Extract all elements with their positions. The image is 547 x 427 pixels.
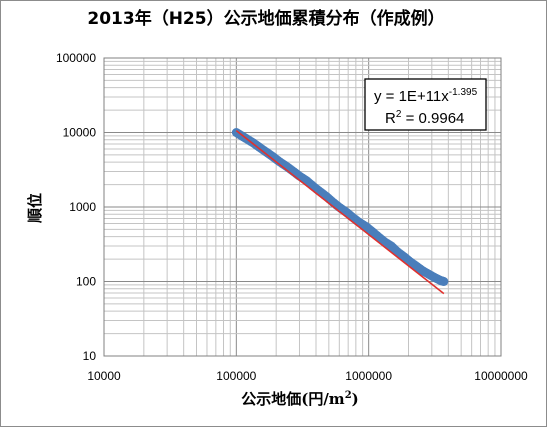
plot-area-border	[103, 57, 502, 357]
tick-labels: 10000 100000 1000000 10000000 10 100 1000 10000…	[56, 51, 528, 383]
x-axis-label-close: )	[352, 390, 359, 408]
x-axis-label: 公示地価(円/m	[241, 390, 345, 408]
chart-title: 2013年（H25）公示地価累積分布（作成例）	[87, 8, 444, 29]
x-axis-label-sup: 2	[345, 390, 352, 401]
trendline-path	[235, 130, 445, 295]
y-tick-label: 10000	[63, 126, 97, 140]
y-tick-label: 100000	[56, 51, 96, 65]
equation-base: y = 1E+11x	[374, 88, 449, 105]
x-tick-label: 10000000	[474, 369, 528, 383]
y-axis-title: 順位	[26, 193, 44, 224]
y-tick-label: 1000	[69, 200, 96, 214]
r2-value: = 0.9964	[401, 110, 464, 127]
r2-label: R	[385, 110, 396, 127]
r2-superscript: 2	[396, 109, 402, 120]
data-point	[439, 277, 449, 286]
data-points	[231, 128, 449, 286]
y-tick-label: 10	[83, 349, 97, 363]
equation-exponent: -1.395	[449, 87, 478, 98]
x-tick-label: 100000	[216, 369, 256, 383]
x-tick-label: 1000000	[345, 369, 392, 383]
x-tick-label: 10000	[87, 369, 121, 383]
y-tick-label: 100	[76, 275, 96, 289]
x-axis-title: 公示地価(円/m2)	[241, 390, 359, 408]
equation-box: y = 1E+11x-1.395 R2 = 0.9964	[364, 78, 487, 131]
svg-text:R2 = 0.9964: R2 = 0.9964	[385, 109, 464, 127]
svg-text:y = 1E+11x-1.395: y = 1E+11x-1.395	[374, 87, 478, 105]
trendline	[235, 130, 445, 295]
